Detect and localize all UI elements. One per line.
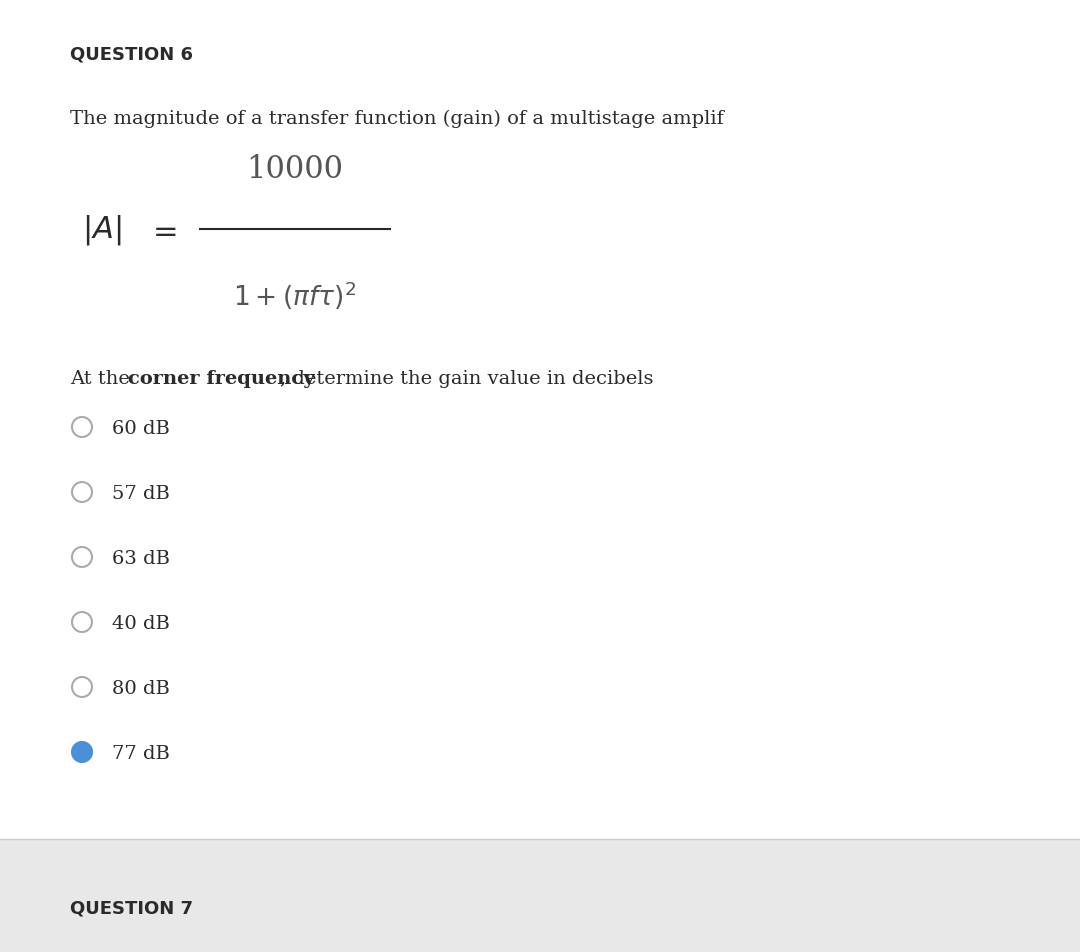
- Text: 80 dB: 80 dB: [112, 680, 170, 697]
- Text: The magnitude of a transfer function (gain) of a multistage amplif: The magnitude of a transfer function (ga…: [70, 109, 724, 129]
- Circle shape: [72, 418, 92, 438]
- Text: $1 + (\pi f\tau)^2$: $1 + (\pi f\tau)^2$: [233, 280, 356, 312]
- FancyBboxPatch shape: [0, 839, 1080, 952]
- Text: QUESTION 6: QUESTION 6: [70, 45, 193, 63]
- Circle shape: [72, 483, 92, 503]
- Text: corner frequency: corner frequency: [129, 369, 314, 387]
- Text: $=$: $=$: [147, 215, 177, 245]
- Text: $|A|$: $|A|$: [82, 213, 122, 247]
- Text: 57 dB: 57 dB: [112, 485, 170, 503]
- Circle shape: [72, 677, 92, 697]
- FancyBboxPatch shape: [0, 0, 1080, 899]
- Text: 77 dB: 77 dB: [112, 744, 170, 763]
- Text: At the: At the: [70, 369, 136, 387]
- Text: 63 dB: 63 dB: [112, 549, 170, 567]
- Circle shape: [72, 612, 92, 632]
- Text: , determine the gain value in decibels: , determine the gain value in decibels: [280, 369, 653, 387]
- Text: 40 dB: 40 dB: [112, 614, 170, 632]
- Text: QUESTION 7: QUESTION 7: [70, 899, 193, 917]
- Text: 10000: 10000: [246, 154, 343, 185]
- Circle shape: [72, 743, 92, 763]
- Circle shape: [72, 547, 92, 567]
- Text: 60 dB: 60 dB: [112, 420, 170, 438]
